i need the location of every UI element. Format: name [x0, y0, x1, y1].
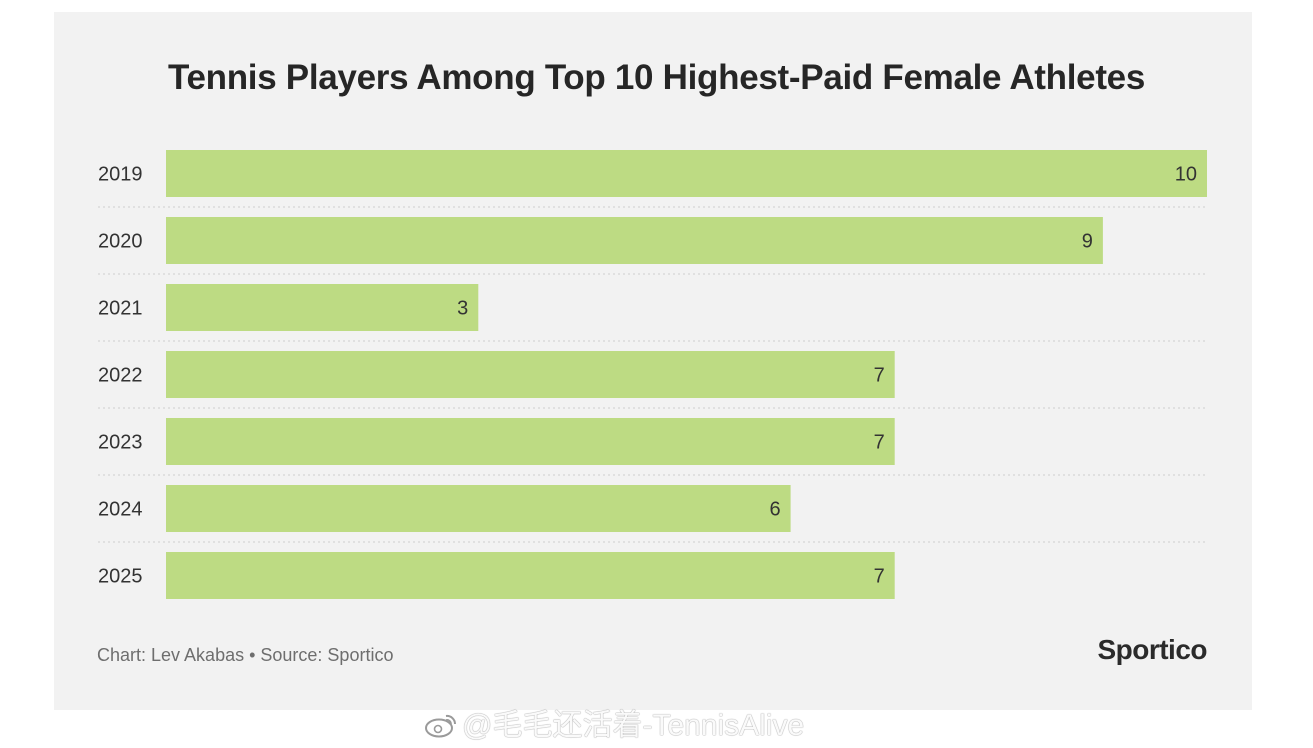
bar: [166, 150, 1207, 197]
value-label: 3: [457, 298, 468, 320]
watermark-text: @毛毛还活着-TennisAlive: [462, 709, 805, 742]
value-label: 6: [769, 499, 780, 521]
value-label: 7: [874, 566, 885, 588]
value-label: 9: [1082, 231, 1093, 253]
weibo-icon: [425, 714, 457, 738]
watermark: @毛毛还活着-TennisAlive: [424, 700, 804, 744]
year-label: 2025: [98, 566, 143, 588]
value-label: 10: [1175, 164, 1197, 186]
year-label: 2020: [98, 231, 143, 253]
chart-title: Tennis Players Among Top 10 Highest-Paid…: [167, 58, 1146, 97]
brand-logo: Sportico: [1097, 634, 1207, 665]
bar: [166, 217, 1103, 264]
bar: [166, 284, 479, 331]
value-label: 7: [874, 432, 885, 454]
chart-credit: Chart: Lev Akabas • Source: Sportico: [97, 645, 394, 665]
bar: [166, 485, 791, 532]
year-label: 2019: [98, 164, 143, 186]
year-label: 2022: [98, 365, 143, 387]
year-label: 2023: [98, 432, 143, 454]
year-label: 2024: [98, 499, 143, 521]
bar: [166, 418, 895, 465]
bar: [166, 552, 895, 599]
value-label: 7: [874, 365, 885, 387]
year-label: 2021: [98, 298, 143, 320]
bar: [166, 351, 895, 398]
